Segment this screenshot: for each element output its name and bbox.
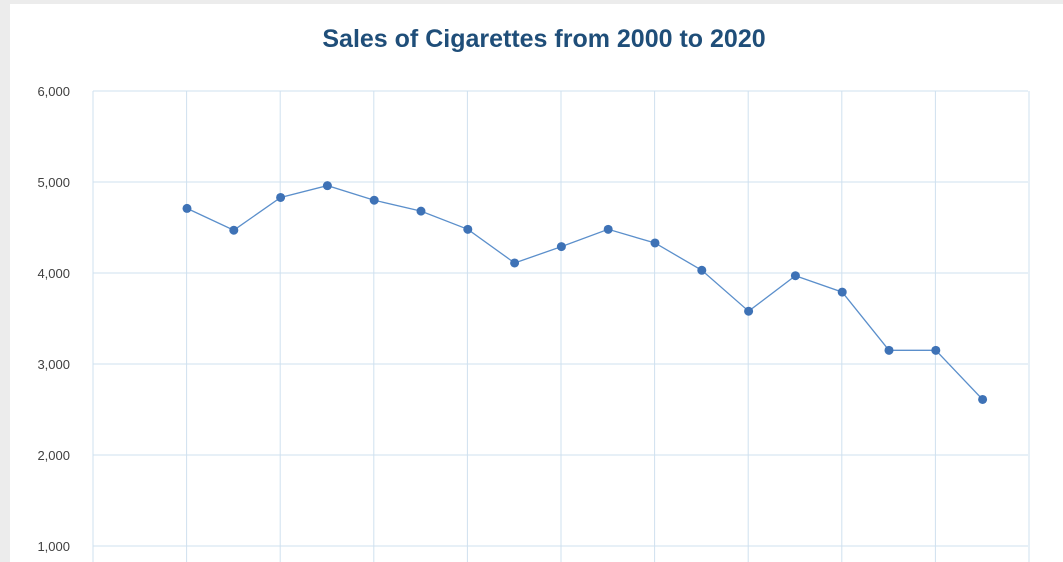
series-line: [186, 184, 984, 400]
data-point[interactable]: [229, 225, 239, 235]
data-point[interactable]: [276, 192, 286, 202]
chart-title: Sales of Cigarettes from 2000 to 2020: [322, 25, 765, 53]
grid-layer: [92, 90, 1030, 562]
data-point[interactable]: [603, 224, 613, 234]
data-point[interactable]: [744, 306, 754, 316]
data-point[interactable]: [463, 224, 473, 234]
chart-panel: Sales of Cigarettes from 2000 to 2020 1,…: [10, 4, 1063, 562]
data-point[interactable]: [510, 258, 520, 268]
data-point[interactable]: [416, 206, 426, 216]
data-point[interactable]: [650, 238, 660, 248]
y-tick-label: 4,000: [37, 266, 70, 281]
y-tick-label: 3,000: [37, 357, 70, 372]
data-point[interactable]: [322, 181, 332, 191]
data-point[interactable]: [837, 287, 847, 297]
y-tick-label: 5,000: [37, 175, 70, 190]
y-tick-label: 1,000: [37, 539, 70, 554]
data-point[interactable]: [931, 345, 941, 355]
y-tick-label: 6,000: [37, 84, 70, 99]
data-point[interactable]: [884, 345, 894, 355]
data-point[interactable]: [369, 195, 379, 205]
data-point[interactable]: [790, 271, 800, 281]
series-layer: [182, 181, 988, 404]
data-point[interactable]: [556, 242, 566, 252]
y-tick-label: 2,000: [37, 448, 70, 463]
data-point[interactable]: [978, 394, 988, 404]
line-chart: Sales of Cigarettes from 2000 to 2020 1,…: [37, 25, 1030, 562]
data-point[interactable]: [182, 203, 192, 213]
data-point[interactable]: [697, 265, 707, 275]
y-axis-ticks: 1,000 2,000 3,000 4,000 5,000 6,000: [37, 84, 70, 554]
